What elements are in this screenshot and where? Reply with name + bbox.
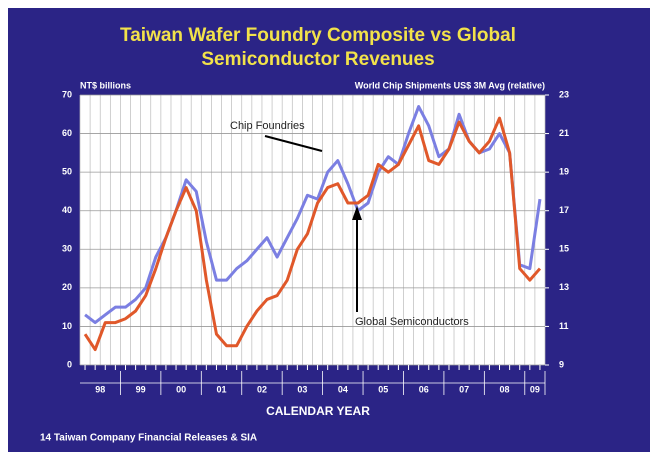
- y-tick-label: 30: [62, 244, 72, 254]
- y-tick-label: 10: [62, 321, 72, 331]
- y2-tick-label: 13: [559, 282, 569, 292]
- x-tick-label: 98: [95, 384, 105, 394]
- y-tick-label: 0: [67, 359, 72, 369]
- x-tick-label: 09: [530, 384, 540, 394]
- chart-title: Semiconductor Revenues: [201, 49, 434, 70]
- y-tick-label: 70: [62, 89, 72, 99]
- annotation-arrowhead: [352, 206, 362, 220]
- x-tick-label: 06: [419, 384, 429, 394]
- x-tick-label: 01: [217, 384, 227, 394]
- y-tick-label: 40: [62, 205, 72, 215]
- x-tick-label: 02: [257, 384, 267, 394]
- chart-title: Taiwan Wafer Foundry Composite vs Global: [120, 25, 516, 46]
- annotation: Chip Foundries: [230, 120, 305, 132]
- x-tick-label: 04: [338, 384, 348, 394]
- x-tick-label: 99: [136, 384, 146, 394]
- y-tick-label: 60: [62, 128, 72, 138]
- source: 14 Taiwan Company Financial Releases & S…: [40, 433, 257, 444]
- x-tick-label: 07: [459, 384, 469, 394]
- y2-tick-label: 19: [559, 167, 569, 177]
- y2-tick-label: 23: [559, 89, 569, 99]
- x-tick-label: 00: [176, 384, 186, 394]
- y2-axis-label: World Chip Shipments US$ 3M Avg (relativ…: [355, 80, 545, 90]
- y2-tick-label: 17: [559, 205, 569, 215]
- y-tick-label: 50: [62, 167, 72, 177]
- series-line: [84, 105, 542, 325]
- y2-tick-label: 11: [559, 321, 569, 331]
- x-tick-label: 03: [297, 384, 307, 394]
- y-tick-label: 20: [62, 282, 72, 292]
- y2-tick-label: 9: [559, 359, 564, 369]
- x-axis-label: CALENDAR YEAR: [266, 404, 370, 418]
- y-axis-label: NT$ billions: [80, 80, 131, 90]
- annotation: Global Semiconductors: [355, 316, 469, 328]
- y2-tick-label: 15: [559, 244, 569, 254]
- annotation-arrow: [264, 135, 323, 152]
- y2-tick-label: 21: [559, 128, 569, 138]
- series-line: [83, 116, 542, 352]
- x-tick-label: 05: [378, 384, 388, 394]
- x-tick-label: 08: [500, 384, 510, 394]
